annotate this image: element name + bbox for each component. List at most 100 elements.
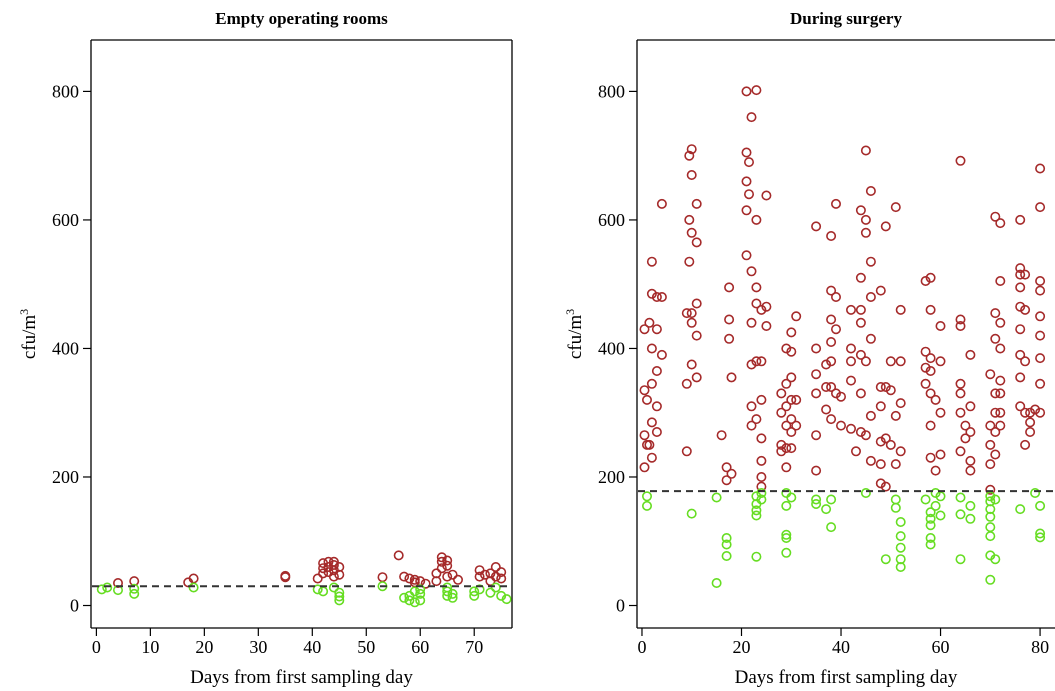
data-point-below	[925, 539, 936, 550]
data-point-below	[890, 502, 901, 513]
data-point-above	[781, 343, 792, 354]
data-point-above	[811, 465, 822, 476]
data-point-above	[686, 317, 697, 328]
data-point-below	[129, 588, 140, 599]
data-point-below	[442, 582, 453, 593]
data-point-above	[781, 401, 792, 412]
data-point-above	[875, 459, 886, 470]
data-point-above	[684, 150, 695, 161]
x-tick-label: 30	[249, 637, 267, 657]
data-point-above	[1035, 275, 1046, 286]
data-point-above	[845, 423, 856, 434]
y-axis-label: cfu/m3	[17, 309, 40, 359]
x-axis-label: Days from first sampling day	[190, 667, 413, 688]
data-point-above	[845, 304, 856, 315]
data-point-below	[485, 587, 496, 598]
data-point-above	[985, 484, 996, 495]
data-point-above	[741, 205, 752, 216]
data-point-above	[646, 452, 657, 463]
data-point-above	[860, 227, 871, 238]
data-point-above	[845, 356, 856, 367]
data-point-above	[786, 327, 797, 338]
data-point-above	[746, 359, 757, 370]
data-point-below	[751, 505, 762, 516]
panel-during-surgery: During surgery 0 200 400 600 800 0 20 40 60 80 Days…	[563, 9, 1055, 688]
data-point-below	[1035, 500, 1046, 511]
data-point-above	[756, 455, 767, 466]
data-point-below	[721, 532, 732, 543]
y-axis-label-superscript: 3	[17, 309, 31, 315]
data-point-above	[746, 317, 757, 328]
data-point-above	[855, 388, 866, 399]
x-tick-label: 80	[1031, 637, 1049, 657]
data-point-below	[895, 531, 906, 542]
data-point-above	[845, 375, 856, 386]
data-point-above	[791, 311, 802, 322]
data-point-above	[646, 256, 657, 267]
chart-title: During surgery	[790, 9, 902, 28]
data-point-above	[995, 275, 1006, 286]
x-tick-label: 70	[465, 637, 483, 657]
data-point-below	[925, 513, 936, 524]
data-point-above	[776, 439, 787, 450]
data-point-above	[1035, 285, 1046, 296]
data-point-above	[646, 378, 657, 389]
data-point-above	[830, 198, 841, 209]
data-point-above	[323, 561, 334, 572]
data-point-below	[826, 522, 837, 533]
data-point-above	[875, 401, 886, 412]
data-point-below	[334, 587, 345, 598]
x-tick-label: 40	[303, 637, 321, 657]
data-point-above	[1035, 407, 1046, 418]
data-point-above	[318, 568, 329, 579]
data-point-below	[409, 586, 420, 597]
data-point-above	[751, 85, 762, 96]
data-point-below	[756, 487, 767, 498]
data-point-above	[1015, 372, 1026, 383]
data-point-above	[826, 314, 837, 325]
data-point-above	[781, 462, 792, 473]
data-point-above	[875, 381, 886, 392]
data-point-above	[691, 330, 702, 341]
data-point-above	[442, 571, 453, 582]
data-point-below	[1030, 487, 1041, 498]
data-point-above	[651, 426, 662, 437]
data-point-above	[925, 272, 936, 283]
data-point-above	[1030, 404, 1041, 415]
data-point-above	[995, 375, 1006, 386]
data-point-above	[681, 378, 692, 389]
data-point-above	[1035, 202, 1046, 213]
data-point-above	[485, 568, 496, 579]
data-point-below	[102, 582, 113, 593]
data-point-above	[781, 378, 792, 389]
data-point-above	[691, 372, 702, 383]
data-point-below	[781, 500, 792, 511]
data-point-above	[1025, 417, 1036, 428]
data-point-below	[1035, 528, 1046, 539]
data-point-above	[985, 420, 996, 431]
data-point-above	[826, 414, 837, 425]
data-point-above	[955, 314, 966, 325]
data-point-above	[920, 378, 931, 389]
data-point-above	[791, 394, 802, 405]
data-point-above	[328, 559, 339, 570]
data-point-above	[826, 285, 837, 296]
data-point-above	[447, 569, 458, 580]
data-point-above	[1025, 407, 1036, 418]
data-point-above	[811, 221, 822, 232]
data-point-above	[920, 275, 931, 286]
data-point-above	[880, 433, 891, 444]
data-point-below	[925, 532, 936, 543]
data-point-above	[479, 569, 490, 580]
data-point-above	[865, 410, 876, 421]
data-point-above	[885, 385, 896, 396]
data-point-above	[399, 571, 410, 582]
data-point-above	[496, 573, 507, 584]
data-point-above	[474, 571, 485, 582]
data-point-above	[865, 455, 876, 466]
data-point-below	[990, 554, 1001, 565]
data-point-above	[855, 349, 866, 360]
data-point-below	[985, 574, 996, 585]
data-point-above	[721, 462, 732, 473]
data-point-above	[925, 388, 936, 399]
